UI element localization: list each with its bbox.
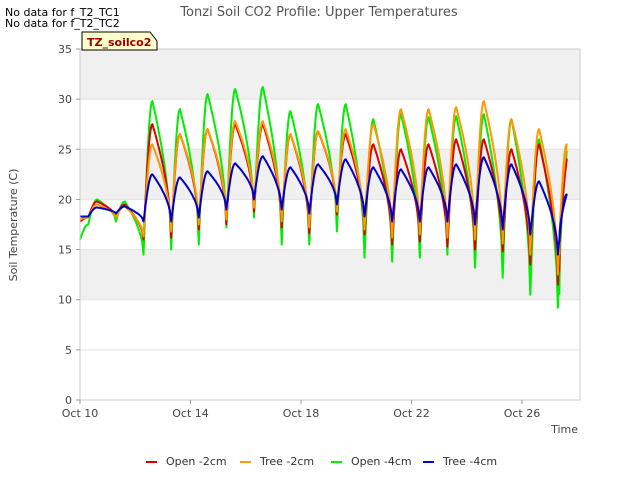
site-badge: TZ_soilco2 bbox=[81, 31, 158, 51]
chart-title: Tonzi Soil CO2 Profile: Upper Temperatur… bbox=[179, 5, 458, 20]
y-tick-label: 35 bbox=[58, 43, 72, 56]
legend-label: Tree -4cm bbox=[442, 455, 497, 468]
series-line-tree-4cm bbox=[79, 155, 568, 256]
plot-background bbox=[80, 49, 580, 400]
y-axis-label: Soil Temperature (C) bbox=[7, 169, 20, 282]
series-line-tree-2cm bbox=[79, 100, 568, 276]
x-tick-label: Oct 22 bbox=[393, 407, 430, 420]
grid-band bbox=[80, 49, 580, 100]
badge-label: TZ_soilco2 bbox=[87, 36, 151, 49]
badge-shape bbox=[81, 31, 158, 51]
legend-item: Tree -4cm bbox=[423, 455, 497, 468]
x-tick-label: Oct 26 bbox=[504, 407, 541, 420]
legend-item: Open -2cm bbox=[146, 455, 227, 468]
y-tick-label: 30 bbox=[58, 93, 72, 106]
y-tick-label: 15 bbox=[58, 244, 72, 257]
x-axis-label: Time bbox=[550, 423, 578, 436]
y-tick-label: 25 bbox=[58, 143, 72, 156]
x-tick-label: Oct 14 bbox=[172, 407, 209, 420]
nodata-line-2: No data for f_T2_TC2 bbox=[5, 17, 120, 30]
legend-item: Tree -2cm bbox=[240, 455, 314, 468]
plot-frame bbox=[79, 48, 581, 401]
y-tick-label: 5 bbox=[65, 344, 72, 357]
y-tick-label: 20 bbox=[58, 193, 72, 206]
nodata-line-1: No data for f_T2_TC1 bbox=[5, 6, 120, 19]
y-tick-label: 10 bbox=[58, 294, 72, 307]
legend-item: Open -4cm bbox=[331, 455, 412, 468]
legend-label: Open -2cm bbox=[166, 455, 227, 468]
legend-label: Tree -2cm bbox=[259, 455, 314, 468]
x-tick-label: Oct 10 bbox=[62, 407, 99, 420]
legend-label: Open -4cm bbox=[351, 455, 412, 468]
y-tick-label: 0 bbox=[65, 394, 72, 407]
grid-band bbox=[80, 249, 580, 300]
x-tick-label: Oct 18 bbox=[283, 407, 320, 420]
